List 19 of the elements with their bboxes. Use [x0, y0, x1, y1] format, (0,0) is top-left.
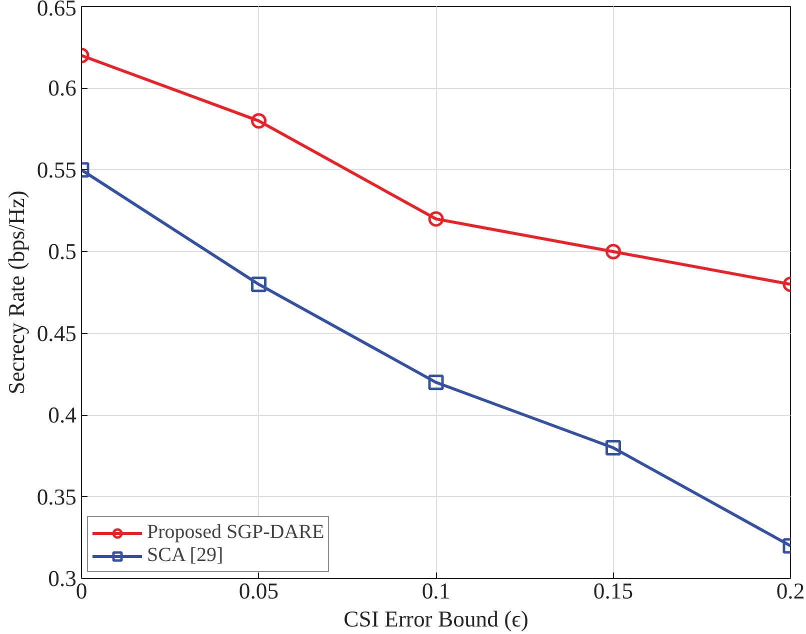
- y-tick-label: 0.5: [48, 239, 77, 264]
- legend-label: SCA [29]: [147, 544, 224, 567]
- y-tick-label: 0.65: [36, 0, 77, 20]
- y-tick-label: 0.6: [48, 76, 77, 101]
- point: [428, 374, 444, 390]
- y-tick-label: 0.35: [36, 484, 77, 510]
- y-axis-title: Secrecy Rate (bps/Hz): [4, 190, 29, 394]
- x-tick-label: 0.05: [238, 578, 279, 604]
- legend-label: Proposed SGP-DARE: [147, 521, 324, 544]
- y-tick-label: 0.3: [48, 566, 77, 591]
- x-tick-label: 0.1: [422, 578, 450, 604]
- x-tick-label: 0: [76, 578, 88, 604]
- x-tick-label: 0.15: [593, 578, 634, 604]
- y-tick-label: 0.55: [36, 157, 77, 182]
- x-axis-title: CSI Error Bound (ϵ): [344, 606, 528, 632]
- x-tick-label: 0.2: [776, 578, 805, 604]
- y-tick-label: 0.45: [36, 320, 77, 346]
- point: [428, 211, 444, 227]
- y-tick-label: 0.4: [48, 402, 77, 428]
